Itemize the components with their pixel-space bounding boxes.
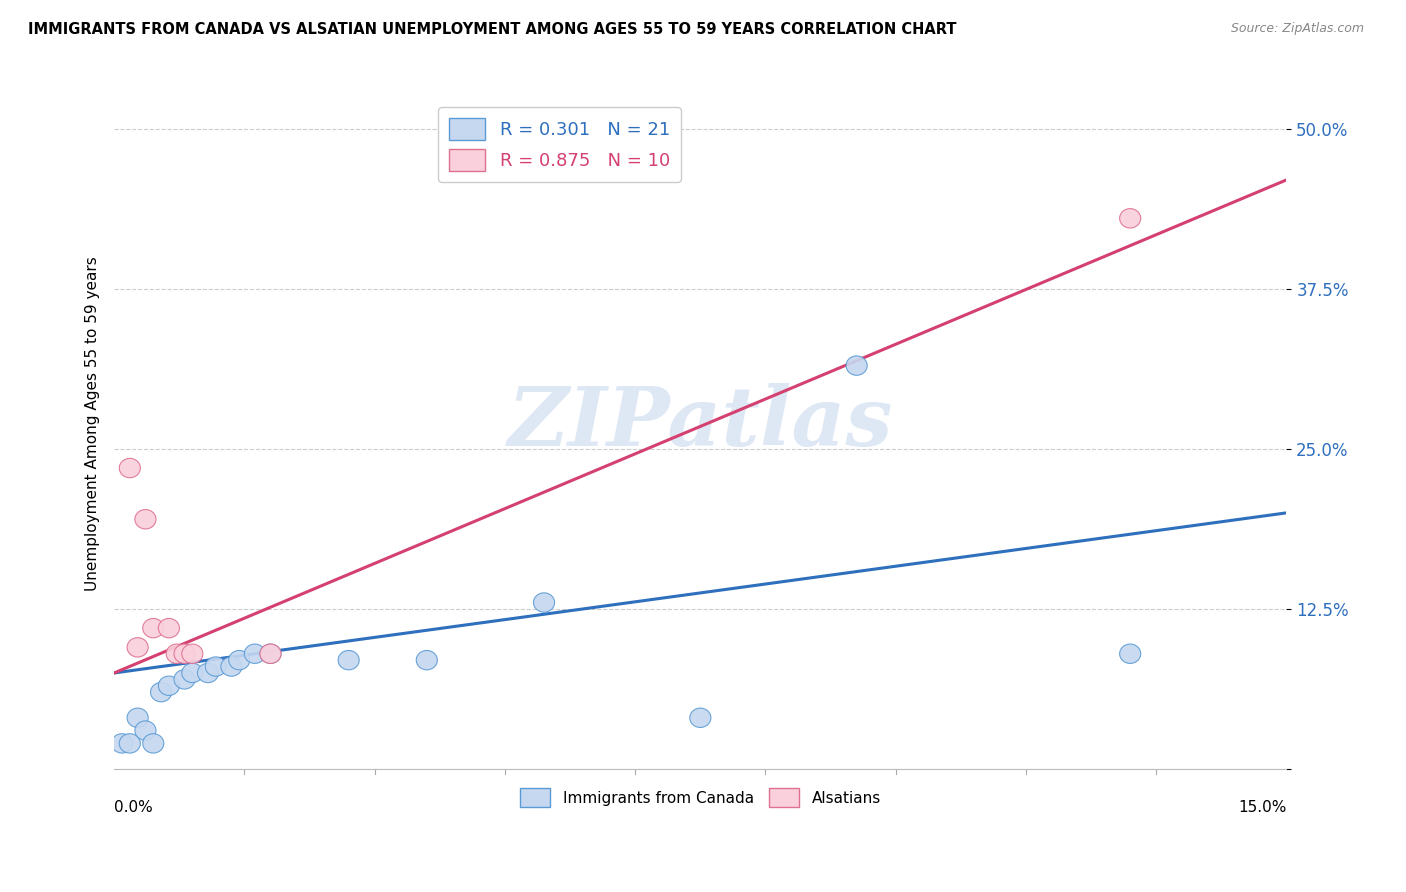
Ellipse shape	[337, 650, 359, 670]
Ellipse shape	[1119, 644, 1140, 664]
Ellipse shape	[260, 644, 281, 664]
Ellipse shape	[127, 708, 148, 728]
Ellipse shape	[174, 670, 195, 689]
Ellipse shape	[197, 664, 218, 682]
Ellipse shape	[221, 657, 242, 676]
Ellipse shape	[260, 644, 281, 664]
Text: 15.0%: 15.0%	[1239, 799, 1286, 814]
Ellipse shape	[174, 644, 195, 664]
Ellipse shape	[159, 618, 180, 638]
Text: Source: ZipAtlas.com: Source: ZipAtlas.com	[1230, 22, 1364, 36]
Ellipse shape	[135, 721, 156, 740]
Ellipse shape	[533, 593, 554, 612]
Ellipse shape	[166, 644, 187, 664]
Ellipse shape	[181, 664, 202, 682]
Text: 0.0%: 0.0%	[114, 799, 153, 814]
Legend: Immigrants from Canada, Alsatians: Immigrants from Canada, Alsatians	[513, 782, 887, 814]
Ellipse shape	[111, 734, 132, 753]
Ellipse shape	[846, 356, 868, 376]
Ellipse shape	[143, 618, 165, 638]
Ellipse shape	[416, 650, 437, 670]
Ellipse shape	[159, 676, 180, 696]
Ellipse shape	[143, 734, 165, 753]
Ellipse shape	[245, 644, 266, 664]
Y-axis label: Unemployment Among Ages 55 to 59 years: Unemployment Among Ages 55 to 59 years	[86, 256, 100, 591]
Ellipse shape	[1119, 209, 1140, 228]
Ellipse shape	[127, 638, 148, 657]
Ellipse shape	[229, 650, 250, 670]
Ellipse shape	[150, 682, 172, 702]
Ellipse shape	[120, 458, 141, 478]
Text: IMMIGRANTS FROM CANADA VS ALSATIAN UNEMPLOYMENT AMONG AGES 55 TO 59 YEARS CORREL: IMMIGRANTS FROM CANADA VS ALSATIAN UNEMP…	[28, 22, 956, 37]
Ellipse shape	[205, 657, 226, 676]
Ellipse shape	[135, 509, 156, 529]
Ellipse shape	[690, 708, 711, 728]
Text: ZIPatlas: ZIPatlas	[508, 384, 893, 463]
Ellipse shape	[120, 734, 141, 753]
Ellipse shape	[181, 644, 202, 664]
